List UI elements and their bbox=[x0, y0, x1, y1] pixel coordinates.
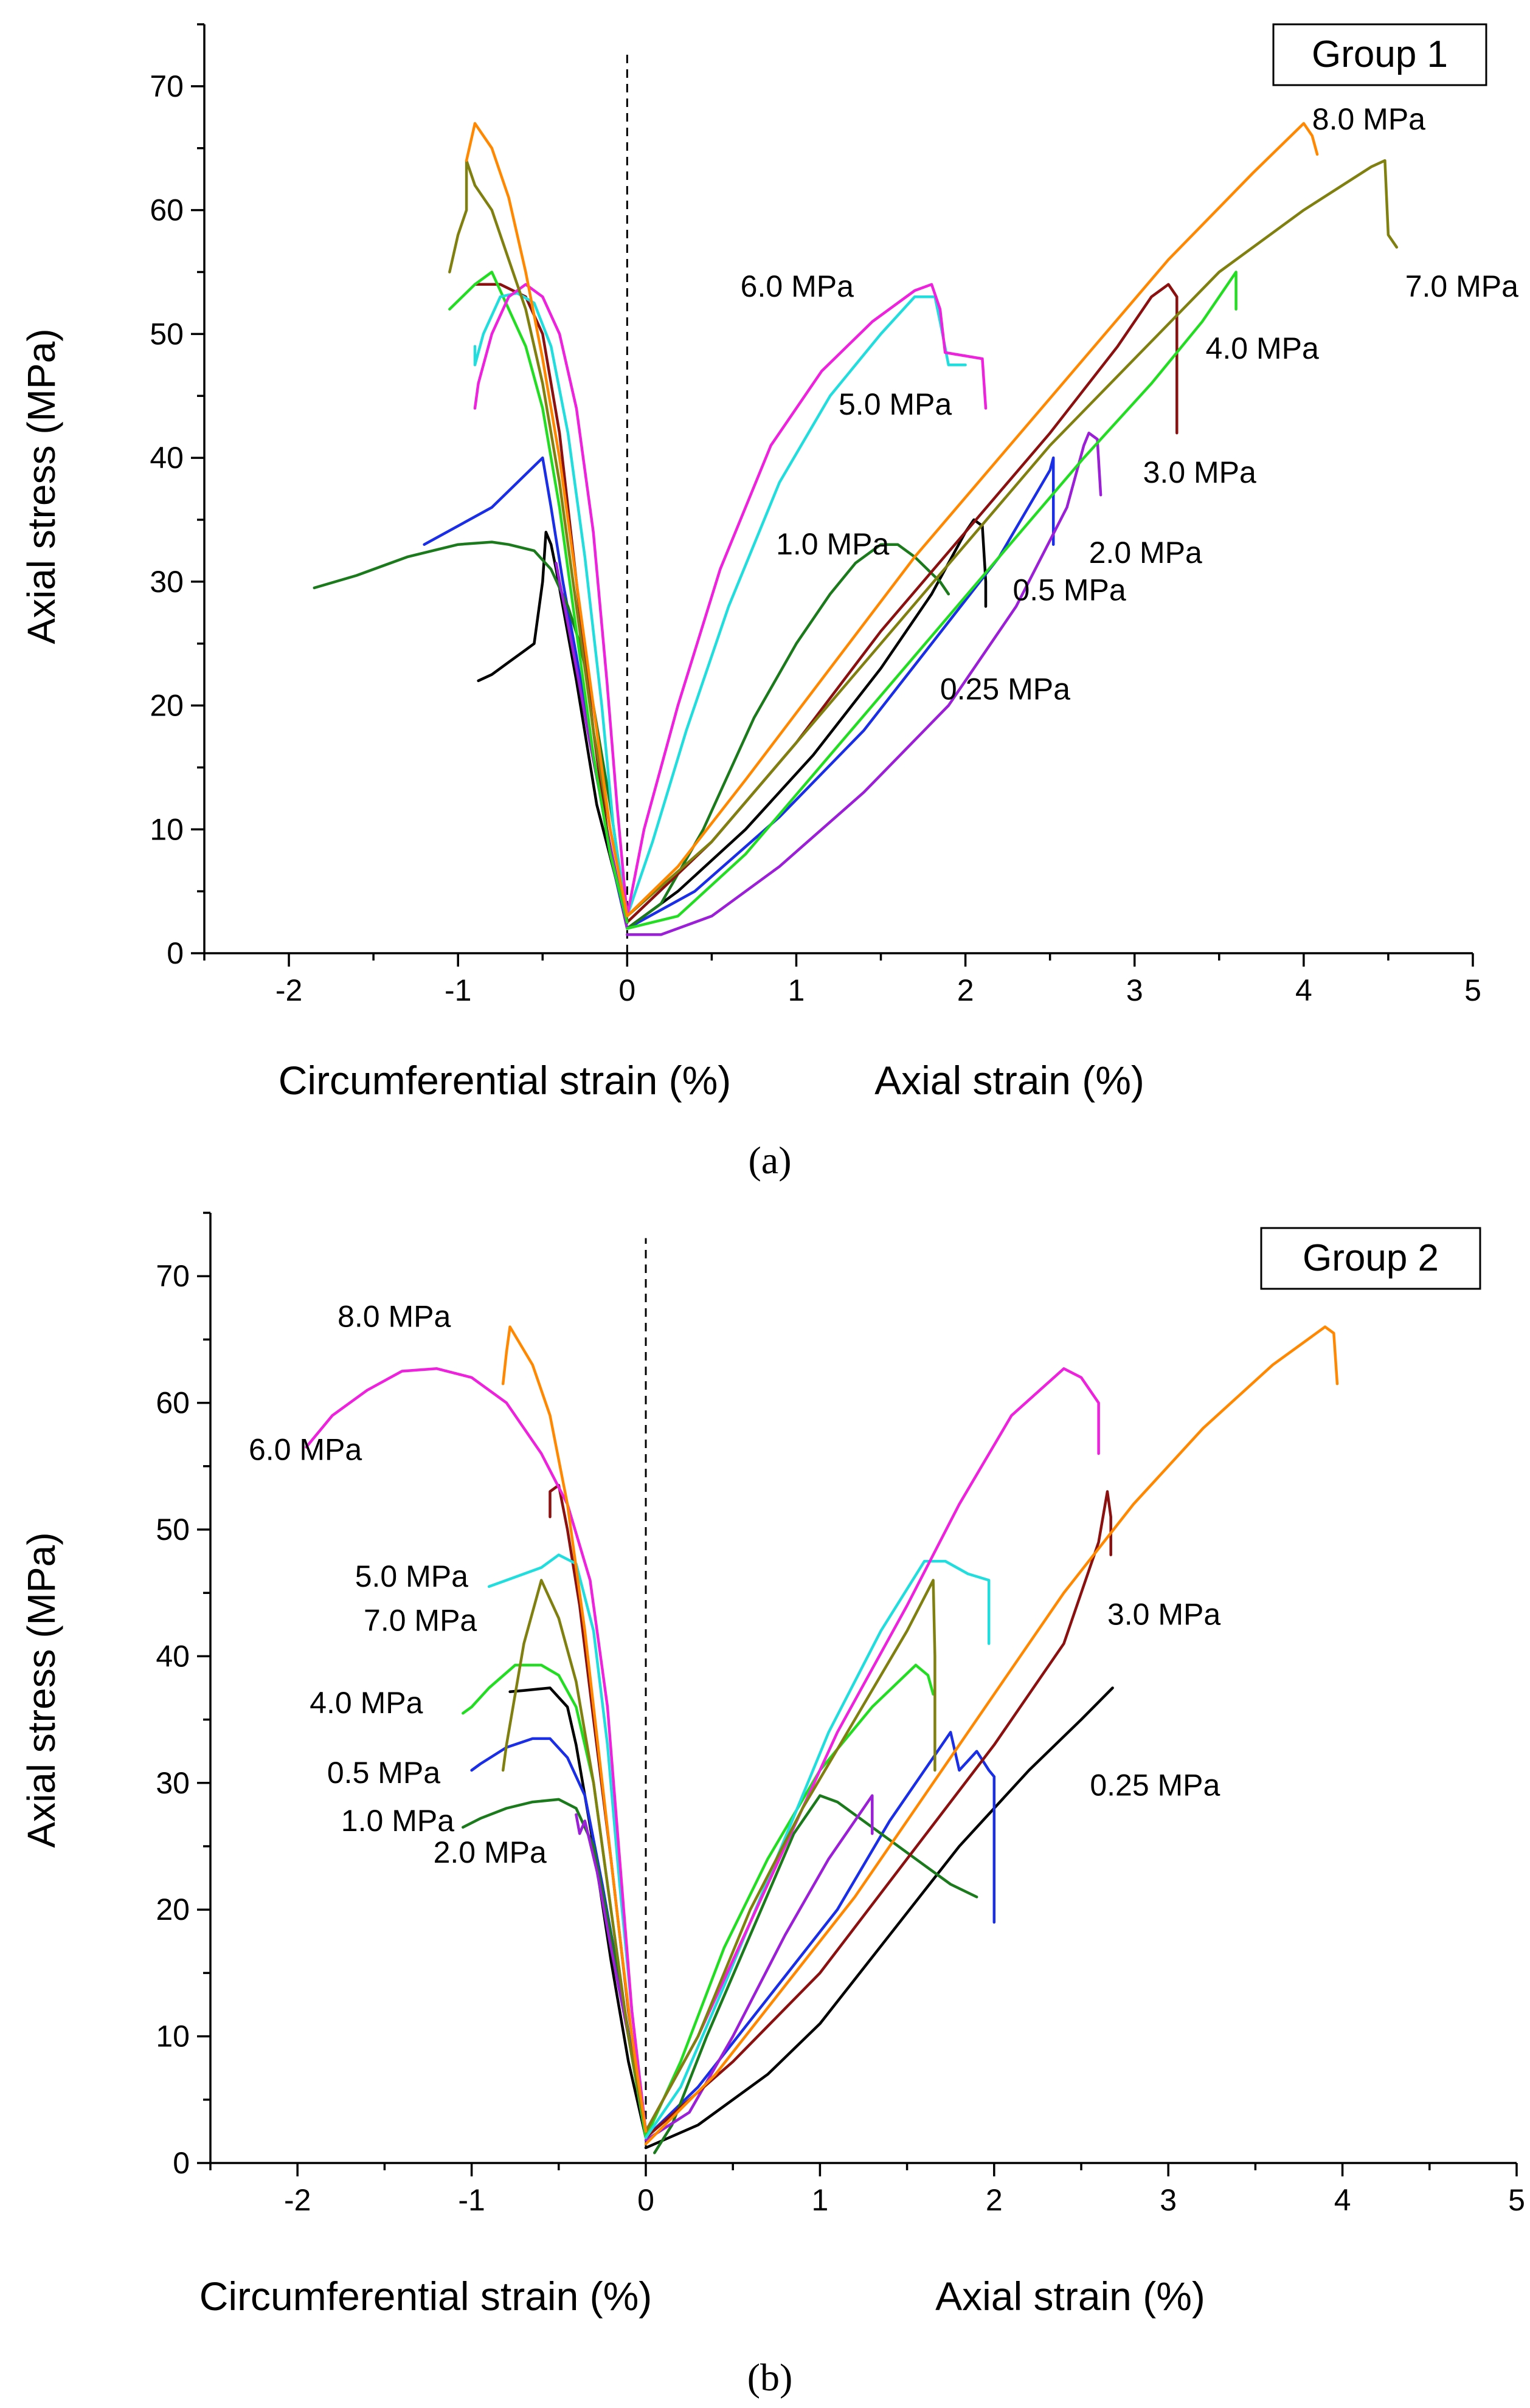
series-8-0-MPa-axial bbox=[644, 1325, 1339, 2145]
series-3-0-MPa-circumferential bbox=[473, 283, 629, 924]
x-tick-label: 5 bbox=[1464, 973, 1481, 1007]
series-0-5-MPa-axial bbox=[626, 456, 1055, 930]
x-tick-label: 3 bbox=[1160, 2183, 1177, 2217]
y-tick-label: 0 bbox=[173, 2146, 190, 2180]
x-tick-label: 1 bbox=[788, 973, 805, 1007]
y-tick-label: 50 bbox=[156, 1513, 190, 1547]
series-label: 7.0 MPa bbox=[1405, 269, 1518, 303]
y-axis-label: Axial stress (MPa) bbox=[19, 1532, 63, 1847]
x-tick-label: 2 bbox=[986, 2183, 1003, 2217]
series-1-0-MPa-axial bbox=[653, 1794, 978, 2154]
series-4-0-MPa-circumferential bbox=[448, 271, 629, 924]
caption-a: (a) bbox=[748, 1139, 791, 1182]
series-label: 6.0 MPa bbox=[741, 269, 854, 303]
series-label: 0.5 MPa bbox=[1012, 573, 1126, 607]
x-tick-label: 3 bbox=[1126, 973, 1143, 1007]
x-tick-label: 0 bbox=[637, 2183, 654, 2217]
series-8-0-MPa-circumferential bbox=[501, 1325, 648, 2133]
series-4-0-MPa-axial bbox=[626, 271, 1238, 930]
x-tick-label: 4 bbox=[1295, 973, 1312, 1007]
title-box bbox=[1260, 1227, 1481, 1290]
y-tick-label: 10 bbox=[150, 812, 184, 846]
series-7-0-MPa-axial bbox=[644, 1579, 936, 2133]
series-0-5-MPa-axial bbox=[644, 1731, 996, 2139]
series-7-0-MPa-circumferential bbox=[501, 1579, 648, 2133]
x-tick-label: -2 bbox=[275, 973, 302, 1007]
series-0-25-MPa-circumferential bbox=[508, 1686, 648, 2139]
series-label: 5.0 MPa bbox=[839, 387, 952, 421]
title-box bbox=[1272, 23, 1487, 86]
x-axis-label-axial: Axial strain (%) bbox=[874, 1058, 1144, 1103]
series-label: 6.0 MPa bbox=[249, 1432, 362, 1466]
series-5-0-MPa-axial bbox=[644, 1559, 991, 2139]
y-tick-label: 60 bbox=[150, 193, 184, 227]
y-axis-label: Axial stress (MPa) bbox=[19, 328, 63, 644]
chart-title: Group 1 bbox=[1312, 33, 1448, 75]
series-0-25-MPa-circumferential bbox=[477, 531, 629, 924]
series-label: 1.0 MPa bbox=[776, 527, 889, 561]
series-label: 2.0 MPa bbox=[1089, 536, 1202, 570]
y-tick-label: 40 bbox=[156, 1639, 190, 1673]
y-tick-label: 70 bbox=[156, 1259, 190, 1293]
series-0-25-MPa-axial bbox=[644, 1686, 1114, 2150]
series-label: 3.0 MPa bbox=[1143, 455, 1256, 489]
series-label: 2.0 MPa bbox=[434, 1835, 547, 1869]
series-label: 5.0 MPa bbox=[355, 1559, 468, 1593]
y-tick-label: 70 bbox=[150, 69, 184, 103]
x-tick-label: -2 bbox=[284, 2183, 311, 2217]
series-label: 3.0 MPa bbox=[1107, 1597, 1220, 1631]
x-axis-label-axial: Axial strain (%) bbox=[935, 2274, 1205, 2319]
series-6-0-MPa-circumferential bbox=[473, 283, 629, 918]
y-tick-label: 10 bbox=[156, 2020, 190, 2054]
y-tick-label: 60 bbox=[156, 1386, 190, 1420]
series-label: 7.0 MPa bbox=[364, 1604, 477, 1638]
y-tick-label: 40 bbox=[150, 441, 184, 475]
series-3-0-MPa-axial bbox=[644, 1490, 1112, 2139]
series-6-0-MPa-axial bbox=[626, 283, 988, 918]
x-tick-label: 1 bbox=[811, 2183, 828, 2217]
x-tick-label: 5 bbox=[1508, 2183, 1525, 2217]
series-2-0-MPa-axial bbox=[644, 1794, 874, 2142]
y-tick-label: 30 bbox=[150, 565, 184, 599]
series-label: 4.0 MPa bbox=[1206, 331, 1319, 365]
x-tick-label: -1 bbox=[445, 973, 471, 1007]
series-0-5-MPa-circumferential bbox=[423, 456, 629, 930]
x-tick-label: 2 bbox=[957, 973, 974, 1007]
series-7-0-MPa-axial bbox=[626, 159, 1399, 918]
series-6-0-MPa-axial bbox=[644, 1367, 1100, 2133]
series-0-25-MPa-axial bbox=[626, 518, 988, 930]
y-tick-label: 0 bbox=[167, 936, 184, 970]
series-4-0-MPa-circumferential bbox=[462, 1663, 648, 2139]
series-label: 1.0 MPa bbox=[341, 1804, 454, 1838]
caption-b: (b) bbox=[747, 2356, 793, 2399]
series-5-0-MPa-circumferential bbox=[473, 291, 629, 918]
series-label: 8.0 MPa bbox=[338, 1300, 451, 1334]
series-8-0-MPa-axial bbox=[626, 122, 1319, 918]
x-axis-label-circumferential: Circumferential strain (%) bbox=[199, 2274, 652, 2319]
x-axis-label-circumferential: Circumferential strain (%) bbox=[279, 1058, 732, 1103]
y-tick-label: 20 bbox=[156, 1892, 190, 1927]
series-label: 4.0 MPa bbox=[310, 1686, 423, 1720]
series-label: 0.25 MPa bbox=[1090, 1768, 1220, 1803]
series-label: 8.0 MPa bbox=[1312, 102, 1425, 136]
chart-title: Group 2 bbox=[1303, 1237, 1439, 1279]
y-tick-label: 30 bbox=[156, 1766, 190, 1800]
x-tick-label: 4 bbox=[1334, 2183, 1351, 2217]
series-label: 0.5 MPa bbox=[327, 1756, 440, 1790]
x-tick-label: 0 bbox=[618, 973, 635, 1007]
series-label: 0.25 MPa bbox=[940, 672, 1070, 706]
x-tick-label: -1 bbox=[458, 2183, 485, 2217]
series-7-0-MPa-circumferential bbox=[448, 159, 629, 918]
series-2-0-MPa-axial bbox=[626, 432, 1102, 936]
y-tick-label: 50 bbox=[150, 317, 184, 351]
series-1-0-MPa-circumferential bbox=[313, 540, 629, 924]
y-tick-label: 20 bbox=[150, 689, 184, 723]
series-8-0-MPa-circumferential bbox=[465, 122, 629, 918]
series-6-0-MPa-circumferential bbox=[305, 1367, 648, 2133]
